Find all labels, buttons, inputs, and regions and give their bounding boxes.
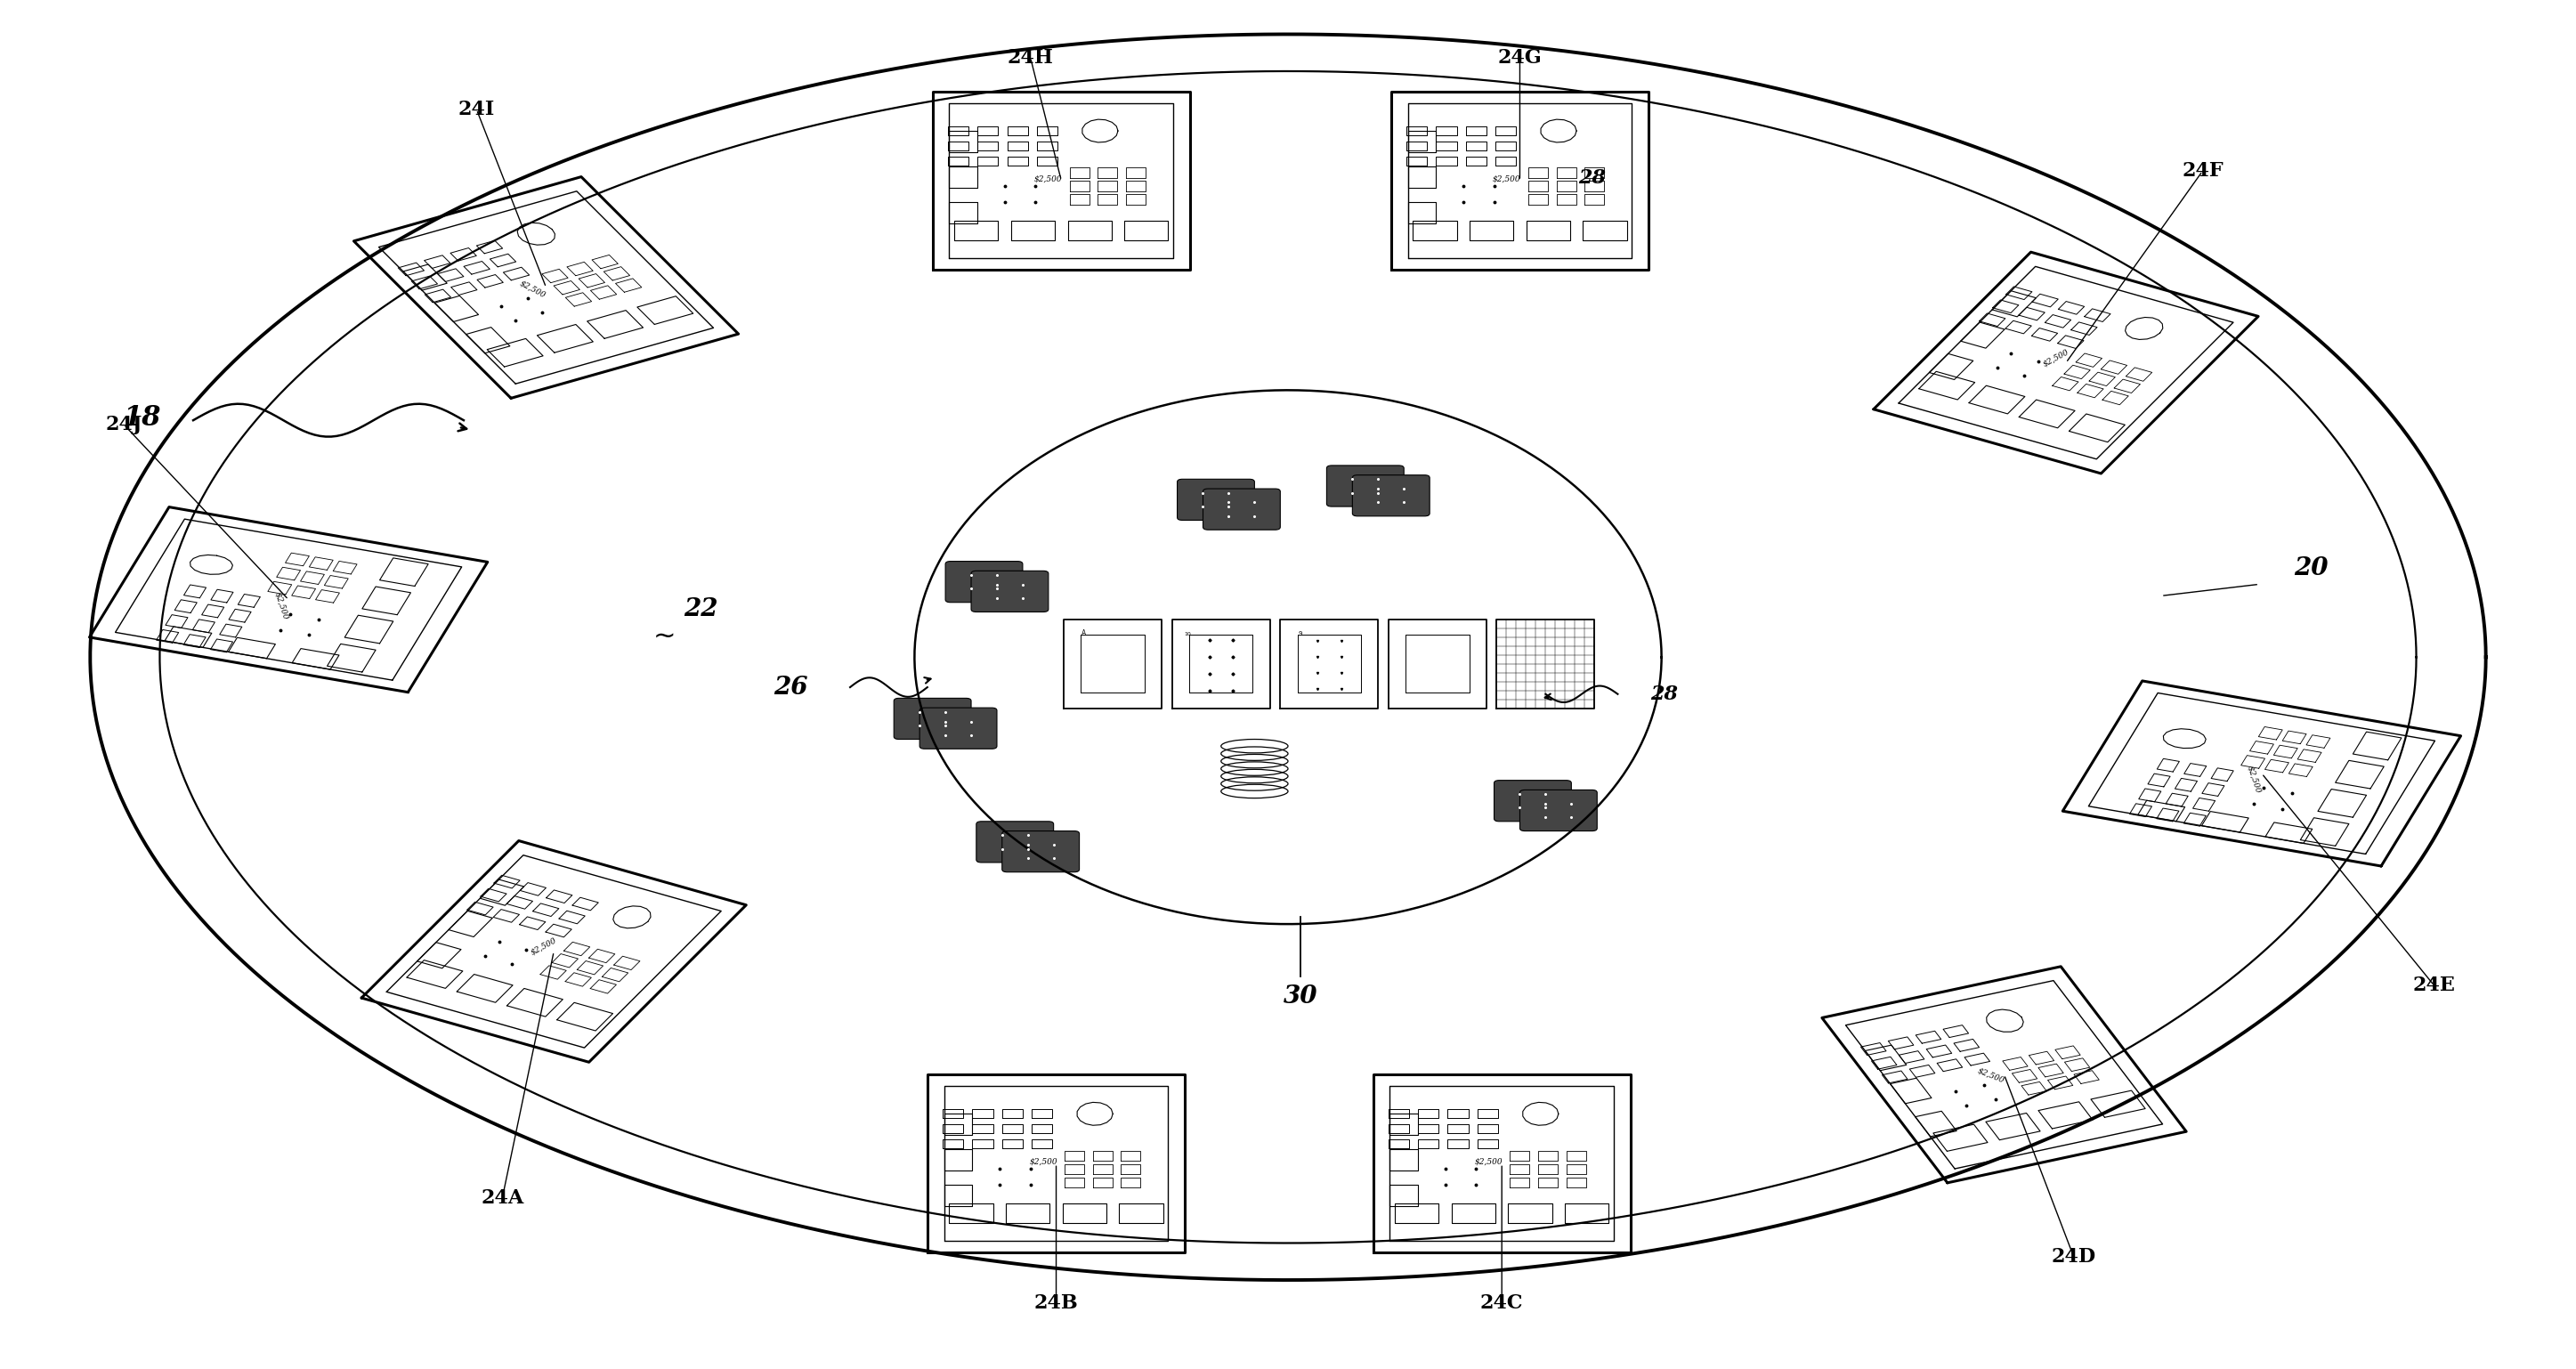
Text: 24D: 24D [2050,1247,2097,1266]
FancyBboxPatch shape [1002,831,1079,872]
Text: 24H: 24H [1007,48,1054,67]
FancyBboxPatch shape [1520,790,1597,831]
Text: 28: 28 [1579,168,1605,188]
Text: 20: 20 [2293,556,2329,580]
Text: $2,500: $2,500 [1036,175,1061,183]
Text: $2,500: $2,500 [2246,765,2262,794]
FancyBboxPatch shape [945,561,1023,602]
Text: 24G: 24G [1497,48,1543,67]
FancyBboxPatch shape [971,571,1048,612]
Text: $2,500: $2,500 [2043,348,2071,368]
Text: 24E: 24E [2414,976,2455,995]
FancyBboxPatch shape [1327,465,1404,507]
Text: 24C: 24C [1481,1294,1522,1313]
FancyBboxPatch shape [1203,489,1280,530]
FancyBboxPatch shape [1352,475,1430,516]
Text: 24F: 24F [2182,162,2223,181]
FancyBboxPatch shape [1494,780,1571,821]
Text: A: A [1082,630,1087,638]
Text: $2,500: $2,500 [1476,1158,1502,1166]
FancyBboxPatch shape [894,698,971,739]
Text: 10: 10 [1185,632,1190,637]
FancyBboxPatch shape [920,708,997,749]
Text: $2,500: $2,500 [531,936,559,957]
Text: 18: 18 [124,404,160,431]
Text: 22: 22 [683,597,719,622]
Text: $2,500: $2,500 [518,279,549,300]
Text: $2,500: $2,500 [1030,1158,1056,1166]
FancyBboxPatch shape [976,821,1054,862]
Text: ~: ~ [654,624,675,649]
Text: 30: 30 [1283,984,1319,1009]
Text: 9: 9 [1298,631,1301,637]
Text: $2,500: $2,500 [1494,175,1520,183]
Text: 24B: 24B [1033,1294,1079,1313]
FancyBboxPatch shape [1177,479,1255,520]
Text: 26: 26 [773,675,809,700]
Text: 24A: 24A [482,1188,523,1207]
Text: 24J: 24J [106,415,142,434]
Text: 24I: 24I [459,100,495,119]
Text: $2,500: $2,500 [273,591,289,620]
Text: $2,500: $2,500 [1976,1066,2007,1084]
Text: 28: 28 [1651,684,1677,704]
